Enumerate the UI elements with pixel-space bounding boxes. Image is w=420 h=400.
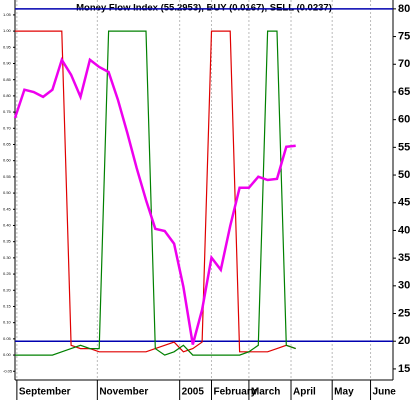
y2-tick-label: 0.10 bbox=[3, 320, 12, 325]
y2-tick-label: 0.90 bbox=[3, 61, 12, 66]
y-tick-label: 75 bbox=[398, 30, 410, 42]
x-tick-label: June bbox=[373, 387, 397, 398]
chart-title: Money Flow Index (55.2953), BUY (0.0167)… bbox=[76, 3, 332, 14]
y-tick-label: 70 bbox=[398, 58, 410, 70]
x-tick-label: March bbox=[251, 387, 280, 398]
y-tick-label: 15 bbox=[398, 363, 410, 375]
y2-tick-label: 0.65 bbox=[3, 142, 12, 147]
y2-tick-label: 0.30 bbox=[3, 255, 12, 260]
series-line bbox=[13, 56, 296, 345]
y2-tick-label: 0.50 bbox=[3, 190, 12, 195]
y2-tick-label: 0.35 bbox=[3, 239, 12, 244]
y-tick-label: 55 bbox=[398, 141, 410, 153]
y2-tick-label: 0.75 bbox=[3, 109, 12, 114]
y2-tick-label: 0.45 bbox=[3, 206, 12, 211]
y2-tick-label: 0.00 bbox=[3, 352, 12, 357]
y-tick-label: 60 bbox=[398, 114, 410, 126]
y-tick-label: 65 bbox=[398, 86, 410, 98]
y-tick-label: 25 bbox=[398, 307, 410, 319]
y2-tick-label: 1.05 bbox=[3, 12, 12, 17]
y2-tick-label: 0.25 bbox=[3, 271, 12, 276]
y-tick-label: 35 bbox=[398, 252, 410, 264]
y2-tick-label: 0.70 bbox=[3, 125, 12, 130]
x-tick-label: May bbox=[334, 387, 354, 398]
y2-tick-label: 0.80 bbox=[3, 93, 12, 98]
y-tick-label: 30 bbox=[398, 280, 410, 292]
y-tick-label: 40 bbox=[398, 224, 410, 236]
y-tick-label: 80 bbox=[398, 3, 410, 15]
y2-tick-label: 0.20 bbox=[3, 287, 12, 292]
y-tick-label: 45 bbox=[398, 197, 410, 209]
x-tick-label: September bbox=[19, 387, 71, 398]
y2-tick-label: 0.15 bbox=[3, 304, 12, 309]
y-tick-label: 50 bbox=[398, 169, 410, 181]
y2-tick-label: 0.60 bbox=[3, 158, 12, 163]
x-tick-label: November bbox=[99, 387, 148, 398]
series-line bbox=[15, 30, 296, 356]
y2-tick-label: 0.55 bbox=[3, 174, 12, 179]
x-tick-label: February bbox=[213, 387, 256, 398]
y2-tick-label: -0.05 bbox=[3, 368, 13, 373]
y2-tick-label: 0.05 bbox=[3, 336, 12, 341]
y2-tick-label: 0.95 bbox=[3, 44, 12, 49]
y2-tick-label: 0.85 bbox=[3, 77, 12, 82]
x-tick-label: 2005 bbox=[182, 387, 205, 398]
y-tick-label: 20 bbox=[398, 335, 410, 347]
y2-tick-label: 1.00 bbox=[3, 28, 12, 33]
x-tick-label: April bbox=[293, 387, 316, 398]
y2-tick-label: 0.40 bbox=[3, 223, 12, 228]
